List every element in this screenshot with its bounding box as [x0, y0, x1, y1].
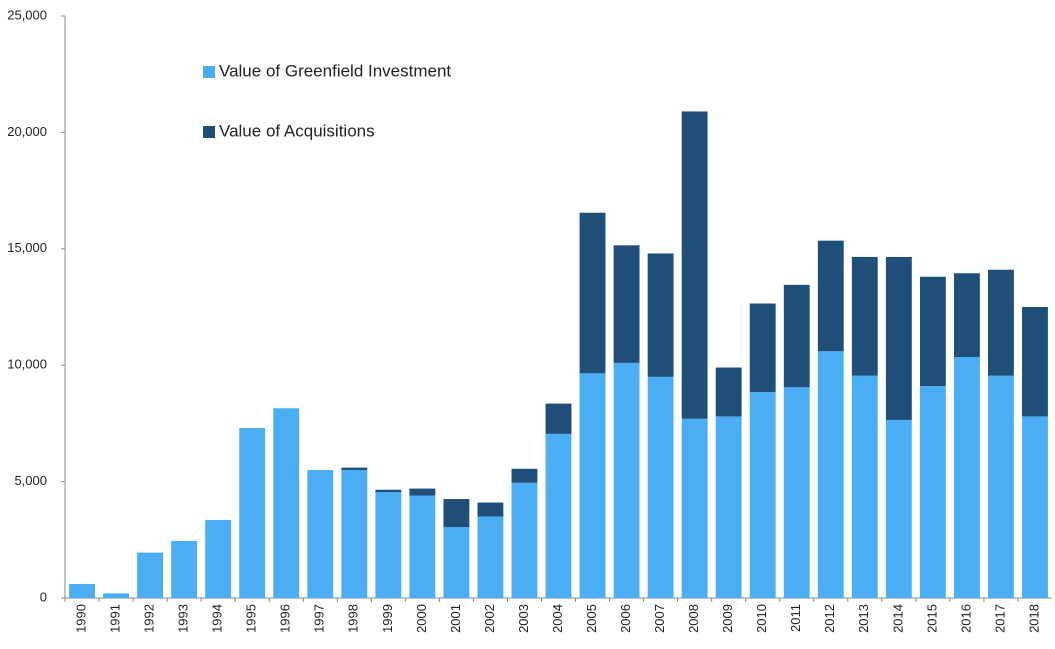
- legend-swatch: [203, 126, 215, 138]
- y-tick-label: 0: [40, 589, 47, 604]
- x-tick-label: 2017: [992, 604, 1007, 633]
- bar-segment: [545, 433, 572, 598]
- bar-segment: [885, 419, 912, 598]
- x-tick-label: 2013: [856, 604, 871, 633]
- bar-segment: [988, 269, 1014, 376]
- bar-segment: [171, 540, 198, 598]
- bar-segment: [579, 373, 606, 598]
- x-tick-label: 2018: [1026, 604, 1041, 633]
- bar-segment: [715, 416, 742, 598]
- bar-segment: [239, 428, 266, 598]
- bar-segment: [409, 488, 436, 496]
- bar-segment: [613, 245, 640, 363]
- bar-segment: [477, 516, 504, 598]
- x-tick-label: 1993: [176, 604, 191, 633]
- x-tick-label: 2011: [788, 604, 803, 632]
- bar-segment: [953, 357, 980, 598]
- x-tick-label: 1996: [278, 604, 293, 633]
- bar-segment: [988, 375, 1014, 598]
- bar-segment: [103, 593, 129, 598]
- x-tick-label: 2016: [958, 604, 973, 633]
- bar-segment: [375, 489, 402, 493]
- bar-segment: [443, 526, 470, 598]
- x-tick-label: 1998: [346, 604, 361, 633]
- bar-segment: [681, 111, 708, 419]
- bar-segment: [885, 256, 912, 420]
- x-tick-label: 1997: [312, 604, 327, 633]
- bar-segment: [375, 492, 402, 598]
- x-tick-label: 1994: [210, 604, 225, 633]
- bar-segment: [851, 375, 878, 598]
- x-tick-label: 2001: [448, 604, 463, 633]
- bar-segment: [511, 468, 538, 483]
- x-tick-label: 2006: [618, 604, 633, 633]
- legend-label: Value of Acquisitions: [219, 121, 375, 140]
- legend-label: Value of Greenfield Investment: [219, 61, 451, 80]
- bar-segment: [545, 403, 572, 434]
- bar-segment: [613, 362, 640, 598]
- bar-segment: [783, 387, 810, 598]
- y-tick-label: 10,000: [7, 357, 47, 372]
- bar-segment: [919, 276, 946, 387]
- x-tick-label: 2012: [822, 604, 837, 633]
- y-tick-label: 5,000: [14, 473, 47, 488]
- x-tick-label: 1995: [244, 604, 259, 633]
- bar-segment: [69, 584, 95, 598]
- x-tick-label: 1991: [107, 604, 122, 633]
- bar-segment: [273, 408, 300, 598]
- bar-segment: [783, 284, 810, 388]
- bar-segment: [1022, 416, 1048, 598]
- bar-segment: [205, 520, 232, 598]
- bar-segment: [681, 418, 708, 598]
- bar-segment: [137, 552, 164, 598]
- bar-segment: [749, 303, 776, 392]
- bar-segment: [851, 256, 878, 376]
- x-tick-label: 2005: [584, 604, 599, 633]
- bar-segment: [443, 499, 470, 527]
- bar-segment: [817, 351, 844, 598]
- y-tick-label: 20,000: [7, 124, 47, 139]
- x-tick-label: 2002: [482, 604, 497, 633]
- x-tick-label: 2010: [754, 604, 769, 633]
- bar-segment: [1022, 307, 1048, 417]
- bar-segment: [749, 391, 776, 598]
- x-tick-label: 1999: [380, 604, 395, 633]
- x-tick-label: 2003: [516, 604, 531, 633]
- x-tick-label: 1990: [73, 604, 88, 633]
- bar-segment: [307, 469, 334, 598]
- bar-segment: [953, 273, 980, 358]
- bar-segment: [579, 212, 606, 374]
- x-tick-label: 2015: [924, 604, 939, 633]
- x-tick-label: 2000: [414, 604, 429, 633]
- bar-segment: [341, 469, 368, 598]
- y-tick-label: 25,000: [7, 7, 47, 22]
- x-tick-label: 2004: [550, 604, 565, 633]
- x-tick-label: 2014: [890, 604, 905, 633]
- bar-segment: [341, 467, 368, 470]
- bar-segment: [477, 502, 504, 517]
- x-tick-label: 2009: [720, 604, 735, 633]
- bar-segment: [511, 482, 538, 598]
- bar-segment: [647, 376, 674, 598]
- y-tick-label: 15,000: [7, 240, 47, 255]
- x-tick-label: 1992: [142, 604, 157, 633]
- legend-swatch: [203, 66, 215, 78]
- x-tick-label: 2008: [686, 604, 701, 633]
- bar-segment: [715, 367, 742, 417]
- bar-segment: [647, 253, 674, 377]
- bar-segment: [409, 495, 436, 598]
- x-tick-label: 2007: [652, 604, 667, 633]
- bar-segment: [919, 386, 946, 598]
- bar-segment: [817, 240, 844, 352]
